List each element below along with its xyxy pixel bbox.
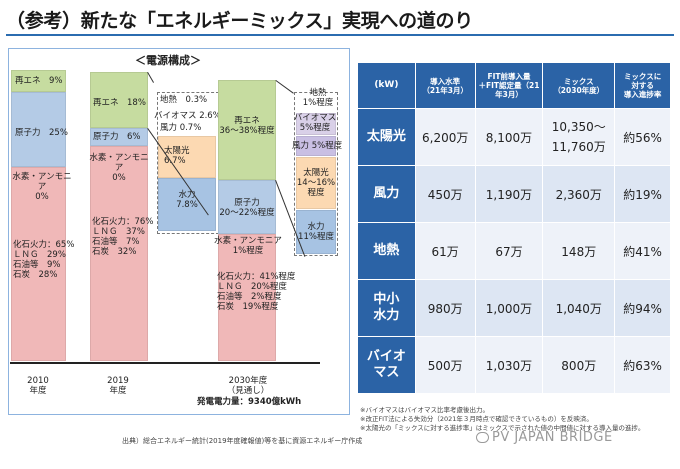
mix-progress-table: (kW) 導入水準 （21年3月） FIT前導入量 ＋FIT認定量（21年3月）… — [357, 62, 671, 394]
bar-2030-thermal-label: 化石火力：41%程度 ＬＮＧ 20%程度 石油等 2%程度 石炭 19%程度 — [217, 272, 296, 312]
cell-current: 61万 — [414, 222, 476, 280]
cell-mix: 1,040万 — [542, 279, 616, 337]
bar-2010-hydrogen-label: 水素・アンモニア 0% — [12, 172, 72, 202]
chart-baseline — [10, 362, 320, 364]
bar-2030-renew-label: 再エネ 36～38%程度 — [219, 116, 275, 136]
page-title: （参考）新たな「エネルギーミックス」実現への道のり — [6, 10, 473, 32]
table-header-mix: ミックス （2030年度） — [542, 62, 616, 109]
source-credit: 出典）総合エネルギー統計(2019年度確報値)等を基に資源エネルギー庁作成 — [122, 437, 363, 445]
bar-2019-renew-label: 再エネ 18% — [93, 98, 146, 108]
cell-progress: 約56% — [614, 108, 671, 166]
breakdown-2030-wind-label: 風力 5%程度 — [292, 141, 343, 151]
table-header-current: 導入水準 （21年3月） — [414, 62, 476, 109]
bar-2019-thermal — [90, 146, 148, 361]
year-label-2010: 2010 年度 — [27, 376, 49, 396]
table-row: 中小 水力 980万 1,000万 1,040万 約94% — [357, 279, 671, 337]
bar-2010-thermal-label: 化石火力：65% ＬＮＧ 29% 石油等 9% 石炭 28% — [13, 240, 75, 280]
watermark: PV JAPAN BRIDGE — [492, 430, 613, 445]
breakdown-2030-solar-label: 太陽光 14～16% 程度 — [296, 168, 336, 198]
cell-mix: 800万 — [542, 336, 616, 394]
bar-2030-renew — [218, 80, 276, 180]
cell-mix: 10,350～ 11,760万 — [542, 108, 616, 166]
wechat-icon — [476, 432, 489, 443]
bar-2019-nuclear-label: 原子力 6% — [93, 132, 141, 142]
breakdown-2030-solar — [296, 157, 336, 209]
bar-2010-nuclear-label: 原子力 25% — [15, 128, 68, 138]
bar-2030-nuclear — [218, 180, 276, 234]
breakdown-2030-wind — [296, 136, 336, 156]
year-label-2030: 2030年度 （見通し） — [226, 376, 270, 396]
bar-2030-thermal — [218, 234, 276, 361]
cell-fit: 1,000万 — [474, 279, 544, 337]
note-line: ※太陽光の「ミックスに対する進捗率」はミックスで示された値の中間値に対する導入量… — [360, 424, 645, 432]
cell-mix: 2,360万 — [542, 165, 616, 223]
cell-fit: 67万 — [474, 222, 544, 280]
breakdown-2019-solar-label: 太陽光 6.7% — [164, 146, 190, 166]
note-line: ※バイオマスはバイオマス比率考慮後出力。 — [360, 406, 489, 414]
table-header-row: (kW) 導入水準 （21年3月） FIT前導入量 ＋FIT認定量（21年3月）… — [357, 62, 671, 109]
cell-fit: 1,030万 — [474, 336, 544, 394]
cell-current: 500万 — [414, 336, 476, 394]
bar-2010-renew-label: 再エネ 9% — [15, 76, 63, 86]
cell-mix: 148万 — [542, 222, 616, 280]
year-label-2019: 2019 年度 — [107, 376, 129, 396]
cell-current: 980万 — [414, 279, 476, 337]
breakdown-2030-geo-label: 地熱 1%程度 — [302, 88, 334, 108]
cell-fit: 1,190万 — [474, 165, 544, 223]
breakdown-2030-box — [294, 92, 338, 256]
table-header-unit: (kW) — [357, 62, 416, 109]
cell-progress: 約94% — [614, 279, 671, 337]
bar-2010-thermal — [11, 167, 66, 361]
cell-progress: 約41% — [614, 222, 671, 280]
breakdown-2030-bio — [296, 113, 336, 135]
bar-2019-nuclear — [90, 128, 148, 146]
table-row: 風力 450万 1,190万 2,360万 約19% — [357, 165, 671, 223]
table-row: バイオ マス 500万 1,030万 800万 約63% — [357, 336, 671, 394]
row-label-small-hydro: 中小 水力 — [357, 279, 416, 337]
row-label-solar: 太陽光 — [357, 108, 416, 166]
breakdown-2019-geo-label: 地熱 0.3% — [160, 95, 208, 105]
cell-fit: 8,100万 — [474, 108, 544, 166]
bar-2030-nuclear-label: 原子力 20～22%程度 — [219, 198, 275, 218]
bar-2010-nuclear — [11, 92, 66, 167]
table-notes: ※バイオマスはバイオマス比率考慮後出力。 ※改正FIT法による失効分（2021年… — [360, 406, 645, 433]
row-label-geothermal: 地熱 — [357, 222, 416, 280]
bar-2010-renew — [11, 70, 66, 92]
bar-2030-hydrogen-label: 水素・アンモニア 1%程度 — [214, 236, 282, 256]
cell-current: 6,200万 — [414, 108, 476, 166]
table-row: 太陽光 6,200万 8,100万 10,350～ 11,760万 約56% — [357, 108, 671, 166]
breakdown-2030-bio-label: バイオマス 5%程度 — [293, 113, 337, 133]
row-label-wind: 風力 — [357, 165, 416, 223]
total-power-label: 発電電力量：9340億kWh — [197, 397, 302, 407]
title-underline — [6, 34, 674, 36]
table-row: 地熱 61万 67万 148万 約41% — [357, 222, 671, 280]
breakdown-2030-hydro — [296, 210, 336, 254]
breakdown-2019-bio-label: バイオマス 2.6% — [154, 111, 221, 121]
bar-2019-thermal-label: 化石火力：76% ＬＮＧ 37% 石油等 7% 石炭 32% — [92, 217, 154, 257]
table-header-progress: ミックスに 対する 導入進捗率 — [614, 62, 671, 109]
table-header-fit: FIT前導入量 ＋FIT認定量（21年3月） — [474, 62, 544, 109]
cell-progress: 約19% — [614, 165, 671, 223]
chart-caption: ＜電源構成＞ — [135, 54, 201, 67]
bar-2019-hydrogen-label: 水素・アンモニア 0% — [89, 153, 149, 183]
breakdown-2019-wind-label: 風力 0.7% — [160, 123, 202, 133]
cell-current: 450万 — [414, 165, 476, 223]
note-line: ※改正FIT法による失効分（2021年３月時点で確認できているもの）を反映済。 — [360, 415, 593, 423]
breakdown-2019-hydro-label: 水力 7.8% — [176, 190, 198, 210]
cell-progress: 約63% — [614, 336, 671, 394]
bar-2019-renew — [90, 72, 148, 128]
row-label-biomass: バイオ マス — [357, 336, 416, 394]
breakdown-2030-hydro-label: 水力 11%程度 — [298, 222, 334, 242]
